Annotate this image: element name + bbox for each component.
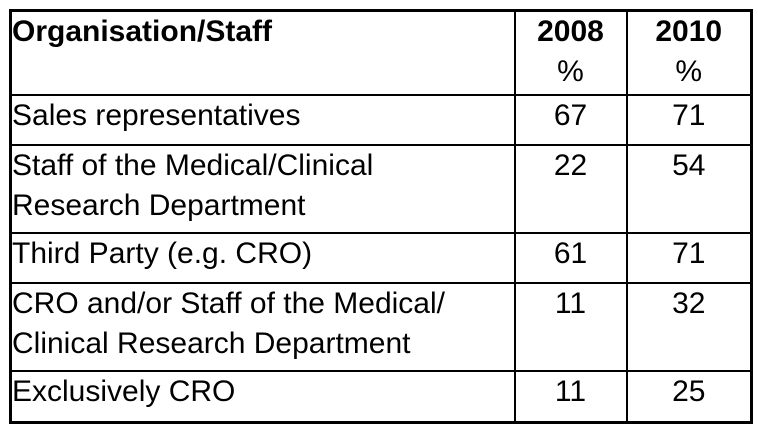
organisation-staff-table: Organisation/Staff 2008 % 2010 % Sales r… [9, 9, 753, 424]
table-row-sales-representatives: Sales representatives 67 71 [9, 93, 753, 146]
value-2008-cell: 67 [513, 93, 628, 146]
value-2010-cell: 54 [625, 143, 753, 234]
table-row-staff-medical-clinical: Staff of the Medical/Clinical Research D… [9, 143, 753, 234]
header-cell-2010: 2010 % [625, 9, 753, 96]
table-row-cro-andor-staff: CRO and/or Staff of the Medical/ Clinica… [9, 281, 753, 372]
value-2010-cell: 71 [625, 231, 753, 284]
value-2008-cell: 61 [513, 231, 628, 284]
value-2010-cell: 32 [625, 281, 753, 372]
row-label-cell: Third Party (e.g. CRO) [9, 231, 516, 284]
table-row-third-party: Third Party (e.g. CRO) 61 71 [9, 231, 753, 284]
row-label-cell: Sales representatives [9, 93, 516, 146]
year-2010-label: 2010 [655, 15, 723, 48]
percent-2008-label: % [557, 55, 584, 88]
row-label-cell: CRO and/or Staff of the Medical/ Clinica… [9, 281, 516, 372]
header-cell-2008: 2008 % [513, 9, 628, 96]
value-2008-cell: 11 [513, 369, 628, 424]
table-row-exclusively-cro: Exclusively CRO 11 25 [9, 369, 753, 424]
header-cell-organisation-staff: Organisation/Staff [9, 9, 516, 96]
organisation-staff-label: Organisation/Staff [12, 15, 273, 48]
value-2008-cell: 11 [513, 281, 628, 372]
year-2008-label: 2008 [537, 15, 604, 48]
row-label-cell: Exclusively CRO [9, 369, 516, 424]
percent-2010-label: % [675, 55, 703, 88]
value-2008-cell: 22 [513, 143, 628, 234]
row-label-cell: Staff of the Medical/Clinical Research D… [9, 143, 516, 234]
value-2010-cell: 71 [625, 93, 753, 146]
value-2010-cell: 25 [625, 369, 753, 424]
header-row: Organisation/Staff 2008 % 2010 % [9, 9, 753, 96]
